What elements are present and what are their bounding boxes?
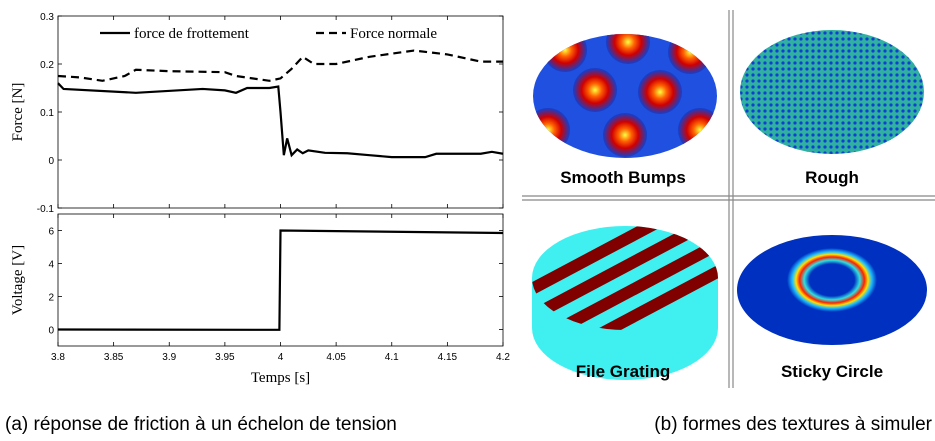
y-tick-label: 6 [48,227,54,238]
y-tick-label: 4 [48,260,54,271]
texture-images [532,30,927,380]
y-tick-label: 2 [48,293,54,304]
texture-label: Rough [805,168,859,187]
x-tick-label: 4.05 [326,352,346,363]
x-axis-label: Temps [s] [251,370,310,386]
x-tick-label: 4.2 [496,352,510,363]
y-tick-label: -0.1 [37,204,55,215]
x-tick-label: 3.8 [51,352,65,363]
texture-label: Smooth Bumps [560,168,686,187]
texture-label: Sticky Circle [781,362,883,381]
y-tick-label: 0.1 [40,108,54,119]
x-tick-label: 4.1 [385,352,399,363]
y-tick-label: 0.3 [40,12,54,23]
texture-label: File Grating [576,362,670,381]
data-line [57,229,504,331]
data-line [57,82,504,159]
y-axis-label: Force [N] [10,83,26,142]
legend-label: Force normale [350,26,437,42]
x-tick-label: 4 [278,352,284,363]
x-tick-label: 3.95 [215,352,235,363]
x-tick-label: 3.9 [162,352,176,363]
panel-separators [522,10,935,388]
y-tick-label: 0 [48,156,54,167]
y-tick-label: 0.2 [40,60,54,71]
x-tick-label: 3.85 [104,352,124,363]
caption: (b) formes des textures à simuler [654,414,932,435]
legend-label: force de frottement [134,26,250,42]
x-tick-label: 4.15 [438,352,458,363]
caption: (a) réponse de friction à un échelon de … [5,414,397,435]
y-axis-label: Voltage [V] [10,245,26,315]
data-line [57,49,503,82]
y-tick-label: 0 [48,326,54,337]
